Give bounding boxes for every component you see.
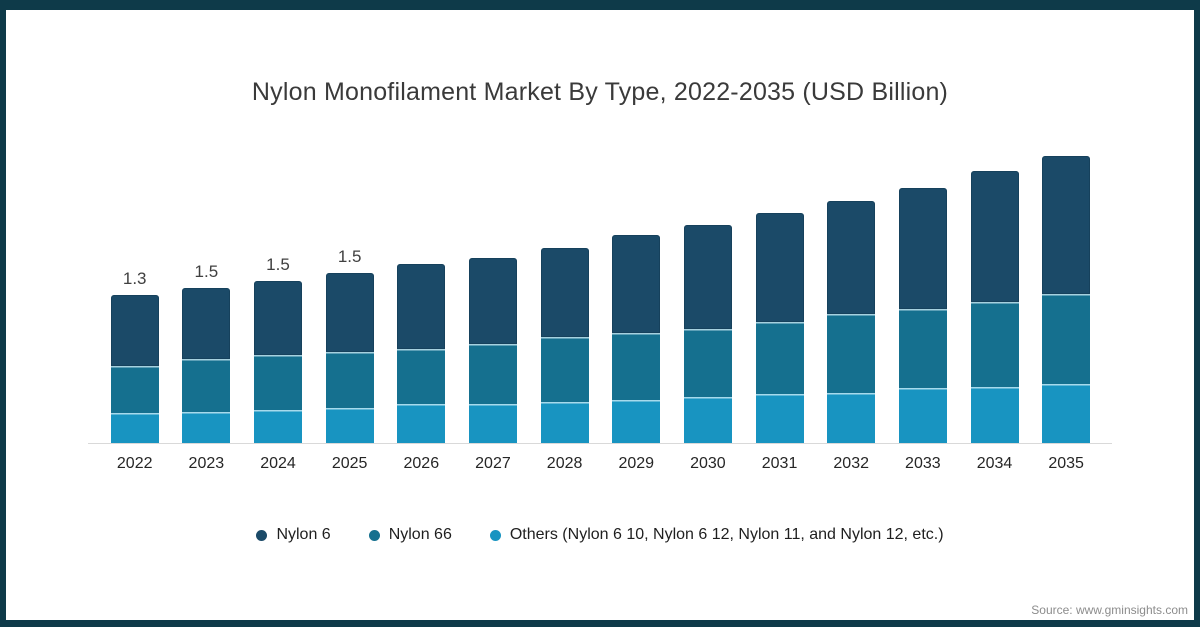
bar-segment-nylon-66 bbox=[254, 355, 302, 410]
bar-group-2032: 2032 bbox=[827, 200, 876, 472]
bar-segment-others-nylon-6-10-nylon- bbox=[970, 387, 1019, 443]
bar-segment-nylon-66 bbox=[827, 314, 876, 393]
bar-group-2034: 2034 bbox=[970, 171, 1019, 472]
bar-group-2028: 2028 bbox=[540, 248, 589, 472]
x-tick-label: 2032 bbox=[833, 455, 869, 472]
bar-group-2031: 2031 bbox=[755, 213, 804, 472]
bar-segment-others-nylon-6-10-nylon- bbox=[1042, 383, 1091, 443]
x-tick-label: 2023 bbox=[188, 455, 225, 472]
bar-segment-others-nylon-6-10-nylon- bbox=[110, 413, 159, 443]
bar-segment-others-nylon-6-10-nylon- bbox=[683, 397, 732, 443]
bar-segment-others-nylon-6-10-nylon- bbox=[898, 388, 947, 443]
bar-group-2026: 2026 bbox=[397, 264, 446, 472]
bar-segment-nylon-6 bbox=[110, 295, 159, 366]
bar-segment-nylon-6 bbox=[540, 248, 589, 338]
bar-segment-nylon-6 bbox=[827, 200, 876, 315]
legend-label: Nylon 66 bbox=[388, 526, 452, 543]
bar-group-2035: 2035 bbox=[1042, 156, 1091, 472]
legend-item-nylon-6: Nylon 6 bbox=[256, 526, 331, 544]
legend-dot-nylon-6-icon bbox=[256, 529, 268, 541]
bar-value-label: 1.5 bbox=[266, 255, 290, 275]
bar-segment-nylon-66 bbox=[1042, 293, 1091, 384]
bar-segment-nylon-6 bbox=[325, 273, 374, 352]
bar-segment-nylon-6 bbox=[468, 257, 517, 344]
x-tick-label: 2026 bbox=[403, 455, 440, 472]
bar-segment-others-nylon-6-10-nylon- bbox=[540, 402, 589, 443]
bar-segment-others-nylon-6-10-nylon- bbox=[325, 407, 374, 443]
x-tick-label: 2034 bbox=[976, 455, 1013, 472]
x-tick-label: 2031 bbox=[761, 455, 798, 472]
bar-group-2024: 1.5 2024 bbox=[254, 255, 302, 472]
bar-segment-nylon-6 bbox=[683, 224, 732, 330]
frame-border-left bbox=[0, 0, 6, 627]
frame-border-bottom bbox=[0, 620, 1200, 627]
frame-border-top bbox=[0, 0, 1200, 10]
legend-item-others: Others (Nylon 6 10, Nylon 6 12, Nylon 11… bbox=[489, 526, 944, 544]
page-title: Nylon Monofilament Market By Type, 2022-… bbox=[251, 78, 949, 106]
bar-segment-nylon-6 bbox=[612, 234, 661, 333]
bar-segment-nylon-66 bbox=[970, 301, 1019, 388]
bar-group-2025: 1.5 2025 bbox=[325, 247, 374, 472]
x-tick-label: 2033 bbox=[905, 455, 941, 472]
bar-segment-nylon-6 bbox=[1042, 156, 1091, 294]
bar-segment-nylon-66 bbox=[182, 358, 231, 413]
bar-segment-nylon-6 bbox=[182, 288, 231, 359]
bar-segment-nylon-66 bbox=[755, 322, 804, 395]
bar-segment-others-nylon-6-10-nylon- bbox=[755, 394, 804, 443]
x-tick-label: 2028 bbox=[546, 455, 583, 472]
bar-segment-nylon-66 bbox=[325, 351, 374, 408]
x-tick-label: 2030 bbox=[690, 455, 726, 472]
bar-segment-nylon-6 bbox=[397, 264, 446, 349]
bar-segment-others-nylon-6-10-nylon- bbox=[468, 404, 517, 443]
x-axis-line bbox=[88, 443, 1112, 444]
legend-label: Nylon 6 bbox=[276, 526, 331, 543]
bar-group-2029: 2029 bbox=[612, 234, 661, 472]
legend-dot-nylon-66-icon bbox=[368, 529, 380, 541]
source-attribution: Source: www.gminsights.com bbox=[1031, 603, 1188, 617]
x-tick-label: 2022 bbox=[116, 455, 153, 472]
bar-segment-nylon-6 bbox=[898, 188, 947, 309]
bar-group-2030: 2030 bbox=[683, 224, 732, 472]
bar-segment-others-nylon-6-10-nylon- bbox=[254, 409, 302, 443]
bar-group-2027: 2027 bbox=[468, 257, 517, 472]
bar-segment-others-nylon-6-10-nylon- bbox=[397, 404, 446, 443]
legend-item-nylon-66: Nylon 66 bbox=[368, 526, 452, 544]
legend-dot-others-icon bbox=[489, 529, 501, 541]
x-tick-label: 2024 bbox=[260, 455, 296, 472]
x-tick-label: 2027 bbox=[475, 455, 511, 472]
bar-group-2033: 2033 bbox=[898, 188, 947, 472]
bar-group-2022: 1.3 2022 bbox=[110, 269, 159, 472]
x-tick-label: 2025 bbox=[331, 455, 368, 472]
bar-segment-nylon-66 bbox=[683, 329, 732, 398]
bar-segment-nylon-6 bbox=[254, 281, 302, 356]
bar-group-2023: 1.5 2023 bbox=[182, 262, 231, 472]
bar-segment-nylon-66 bbox=[898, 308, 947, 389]
x-tick-label: 2029 bbox=[618, 455, 655, 472]
bar-segment-nylon-6 bbox=[755, 213, 804, 323]
bar-segment-nylon-66 bbox=[612, 332, 661, 400]
bar-segment-others-nylon-6-10-nylon- bbox=[182, 412, 231, 443]
frame-border-right bbox=[1194, 0, 1200, 627]
bar-segment-nylon-66 bbox=[540, 337, 589, 403]
bar-segment-others-nylon-6-10-nylon- bbox=[827, 392, 876, 443]
x-tick-label: 2035 bbox=[1048, 455, 1084, 472]
bar-segment-others-nylon-6-10-nylon- bbox=[612, 399, 661, 443]
bar-value-label: 1.5 bbox=[337, 247, 362, 267]
legend-label: Others (Nylon 6 10, Nylon 6 12, Nylon 11… bbox=[509, 526, 944, 543]
bar-value-label: 1.5 bbox=[194, 262, 219, 282]
bar-segment-nylon-66 bbox=[468, 344, 517, 405]
bar-segment-nylon-66 bbox=[397, 348, 446, 405]
bar-value-label: 1.3 bbox=[122, 269, 147, 289]
bar-segment-nylon-6 bbox=[970, 171, 1019, 302]
legend: Nylon 6 Nylon 66 Others (Nylon 6 10, Nyl… bbox=[0, 526, 1200, 544]
bar-segment-nylon-66 bbox=[110, 365, 159, 414]
